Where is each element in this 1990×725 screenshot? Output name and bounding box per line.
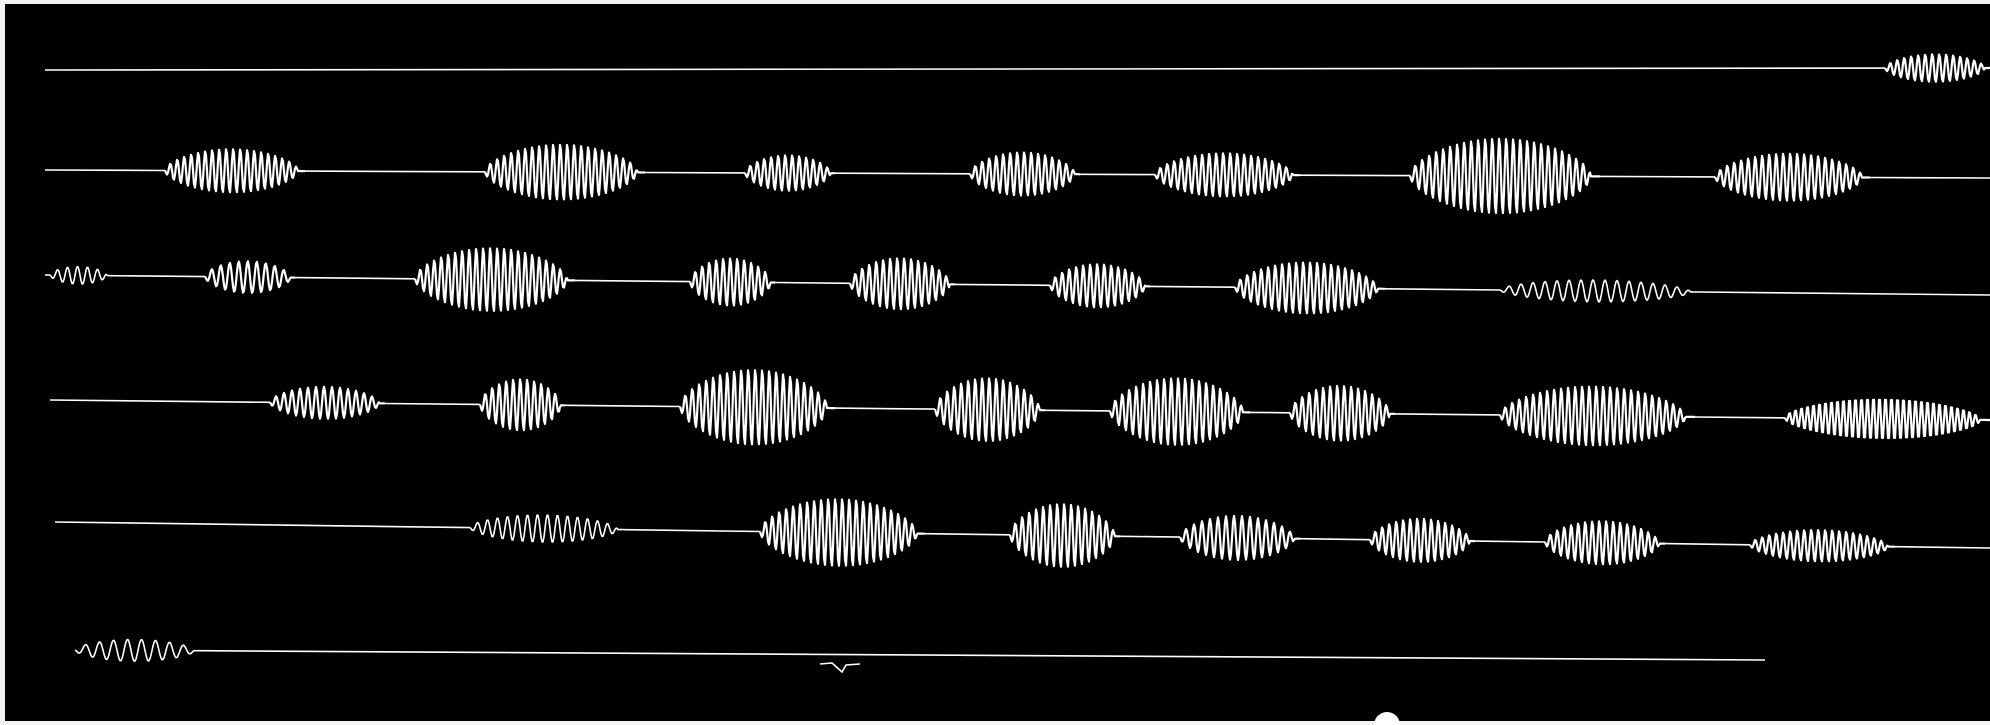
signal-burst: [1233, 261, 1386, 315]
signal-burst: [1408, 137, 1601, 215]
paper-edge-bottom: [0, 721, 1990, 725]
signal-burst: [1108, 377, 1251, 446]
signal-burst: [688, 257, 776, 307]
signal-burst: [758, 498, 926, 567]
signal-burst: [1288, 384, 1396, 442]
trace-baseline: [44, 169, 1990, 179]
trace-baseline: [199, 649, 1766, 661]
waveform-trace: [44, 137, 1990, 215]
signal-burst: [413, 247, 576, 312]
signal-burst: [49, 266, 110, 285]
signal-burst: [1884, 53, 1990, 83]
signal-burst: [163, 148, 306, 194]
waveform-trace: [44, 247, 1990, 315]
signal-burst: [1713, 152, 1871, 202]
waveform-trace: [49, 369, 1990, 447]
signal-burst: [1048, 263, 1151, 309]
signal-burst: [1178, 514, 1301, 561]
signal-burst: [743, 154, 836, 192]
signal-burst: [678, 369, 836, 446]
signal-burst: [1749, 529, 1896, 563]
signal-burst: [483, 143, 646, 201]
signal-burst: [1498, 385, 1696, 447]
signal-burst: [1008, 503, 1121, 568]
signal-burst: [933, 377, 1046, 442]
waveform-trace: [54, 498, 1990, 568]
signal-burst: [269, 385, 386, 420]
signal-burst: [848, 257, 956, 311]
signal-burst: [1154, 152, 1301, 198]
trace-baseline: [49, 399, 1786, 419]
signal-burst: [1368, 517, 1476, 563]
trace-baseline: [44, 67, 1886, 71]
trace-baseline: [54, 521, 1990, 549]
signal-burst: [74, 638, 200, 662]
signal-burst: [469, 514, 626, 543]
paper-edge-top: [0, 0, 1990, 4]
signal-burst: [204, 260, 296, 294]
waveform-trace: [74, 638, 1766, 662]
trace-baseline: [44, 274, 1990, 296]
signal-burst: [1784, 398, 1990, 440]
signal-burst: [1499, 279, 1700, 303]
signal-burst: [1543, 520, 1666, 566]
signal-burst: [478, 378, 566, 432]
trace-dip: [819, 662, 861, 674]
paper-edge-left: [0, 0, 5, 725]
waveform-trace: [44, 53, 1990, 83]
bottom-blob-mark: [1374, 712, 1400, 725]
signal-burst: [968, 151, 1081, 197]
